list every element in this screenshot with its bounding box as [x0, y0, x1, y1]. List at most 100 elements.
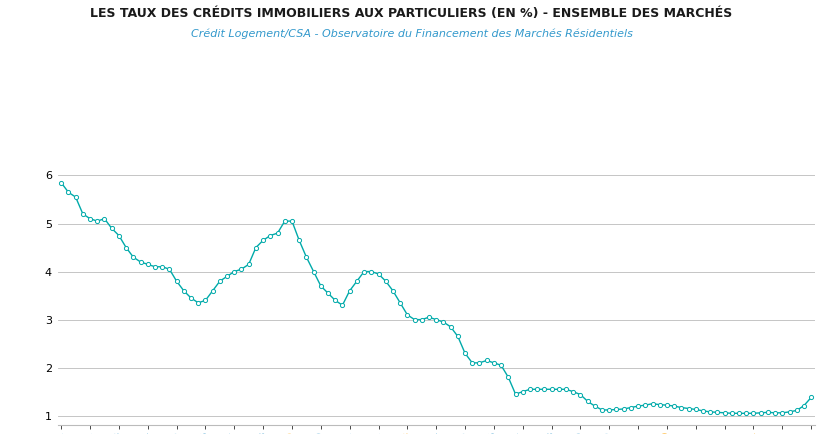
Point [286, 217, 299, 224]
Point [307, 268, 320, 275]
Point [184, 295, 198, 302]
Point [336, 302, 349, 309]
Point [776, 409, 789, 416]
Point [206, 287, 219, 294]
Point [516, 388, 529, 395]
Point [790, 407, 803, 414]
Point [62, 189, 75, 196]
Point [249, 244, 263, 251]
Point [625, 404, 638, 411]
Point [631, 403, 644, 410]
Point [653, 401, 667, 408]
Point [444, 323, 458, 330]
Point [675, 404, 688, 411]
Point [596, 407, 609, 414]
Point [213, 278, 226, 285]
Point [343, 287, 356, 294]
Point [523, 386, 537, 393]
Point [783, 408, 796, 415]
Point [588, 403, 602, 410]
Point [769, 409, 782, 416]
Point [322, 290, 335, 297]
Point [300, 253, 313, 260]
Point [552, 386, 565, 393]
Point [127, 253, 140, 260]
Point [386, 287, 399, 294]
Point [314, 283, 328, 289]
Point [415, 316, 428, 323]
Point [242, 261, 255, 268]
Point [372, 270, 385, 277]
Point [430, 316, 443, 323]
Point [732, 410, 746, 417]
Point [610, 406, 623, 413]
Point [83, 215, 96, 222]
Point [545, 386, 558, 393]
Point [761, 409, 774, 416]
Point [437, 319, 450, 326]
Point [537, 386, 551, 393]
Point [466, 359, 479, 366]
Point [473, 359, 486, 366]
Point [747, 410, 760, 417]
Point [69, 194, 82, 201]
Point [142, 261, 155, 268]
Point [134, 259, 147, 266]
Point [401, 311, 414, 318]
Point [271, 230, 284, 237]
Point [682, 405, 695, 412]
Point [581, 398, 594, 405]
Point [667, 403, 681, 410]
Text: Crédit Logement/CSA - Observatoire du Financement des Marchés Résidentiels: Crédit Logement/CSA - Observatoire du Fi… [191, 28, 632, 39]
Point [509, 391, 522, 398]
Point [357, 268, 370, 275]
Point [480, 357, 493, 364]
Point [54, 179, 67, 186]
Point [451, 333, 464, 340]
Point [379, 278, 393, 285]
Point [257, 237, 270, 244]
Point [235, 266, 248, 273]
Point [487, 359, 500, 366]
Point [422, 314, 435, 321]
Point [495, 362, 508, 369]
Point [91, 217, 104, 224]
Point [711, 409, 724, 416]
Point [574, 391, 587, 398]
Point [617, 405, 630, 412]
Point [119, 244, 133, 251]
Point [458, 350, 472, 357]
Point [602, 407, 616, 414]
Point [105, 225, 119, 232]
Point [77, 210, 90, 217]
Point [566, 388, 579, 395]
Point [263, 232, 277, 239]
Point [718, 409, 731, 416]
Point [393, 299, 407, 306]
Point [502, 374, 515, 381]
Point [278, 217, 291, 224]
Point [408, 316, 421, 323]
Point [725, 410, 738, 417]
Point [639, 402, 652, 409]
Point [646, 400, 659, 407]
Point [704, 408, 717, 415]
Point [328, 297, 342, 304]
Point [531, 386, 544, 393]
Point [351, 278, 364, 285]
Point [98, 215, 111, 222]
Point [660, 402, 673, 409]
Point [170, 278, 184, 285]
Point [293, 237, 306, 244]
Point [221, 273, 234, 280]
Point [228, 268, 241, 275]
Point [163, 266, 176, 273]
Point [805, 394, 818, 401]
Point [560, 386, 573, 393]
Point [148, 263, 161, 270]
Point [112, 232, 125, 239]
Point [797, 402, 811, 409]
Point [696, 408, 709, 414]
Point [754, 409, 767, 416]
Point [689, 406, 702, 413]
